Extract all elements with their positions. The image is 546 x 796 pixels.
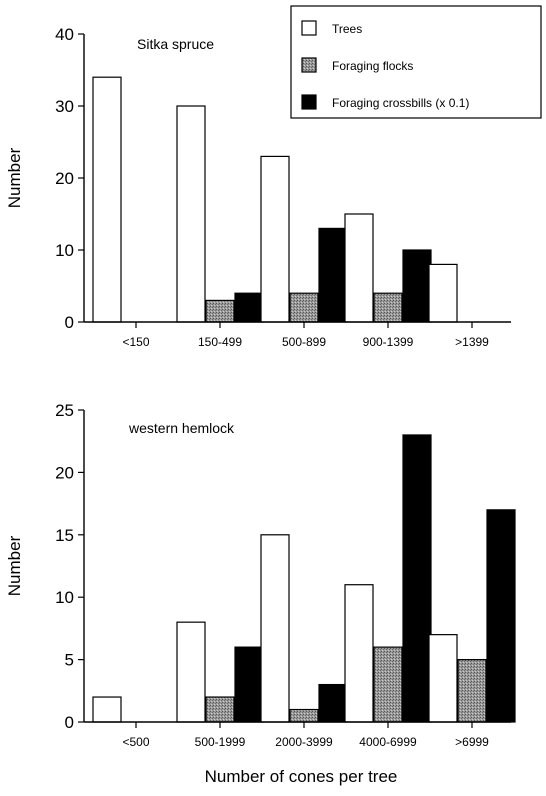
bar-crossbills-3: [402, 434, 432, 723]
y-tick-label: 40: [55, 25, 74, 44]
legend-box: [290, 5, 542, 119]
bar-trees-4: [428, 634, 458, 723]
bar-flocks-3: [373, 292, 403, 323]
panel-title: western hemlock: [128, 420, 235, 436]
bar-flocks-1: [205, 299, 235, 323]
x-tick-label: 4000-6999: [359, 735, 417, 749]
legend-swatch-crossbills: [301, 94, 317, 110]
legend: Trees Foraging flocks Foraging crossbill…: [290, 5, 542, 119]
y-tick-label: 10: [55, 241, 74, 260]
x-tick-label: 150-499: [198, 335, 242, 349]
x-tick-label: >6999: [455, 735, 489, 749]
bar-trees-0: [92, 76, 122, 323]
bar-crossbills-4: [486, 509, 516, 723]
panel-title: Sitka spruce: [137, 36, 214, 52]
y-tick-label: 0: [65, 713, 74, 732]
legend-label-crossbills: Foraging crossbills (x 0.1): [332, 96, 469, 110]
y-tick-label: 0: [65, 313, 74, 332]
bar-crossbills-1: [234, 646, 264, 723]
y-axis-title: Number: [5, 147, 24, 208]
y-tick-label: 5: [65, 651, 74, 670]
bar-flocks-3: [373, 646, 403, 723]
bar-trees-0: [92, 696, 122, 723]
bar-flocks-4: [457, 658, 487, 723]
y-tick-label: 10: [55, 588, 74, 607]
bar-trees-3: [344, 584, 374, 723]
sitka-spruce-chart: Sitka spruce Number <150 150-499 500-899 900-…: [5, 25, 511, 349]
bar-trees-1: [176, 621, 206, 723]
bar-trees-3: [344, 213, 374, 323]
bar-crossbills-2: [318, 683, 348, 723]
x-tick-label: 500-1999: [195, 735, 246, 749]
x-tick-label: <500: [122, 735, 149, 749]
x-tick-label: >1399: [455, 335, 489, 349]
bar-trees-2: [260, 155, 290, 323]
x-tick-label: 900-1399: [363, 335, 414, 349]
legend-swatch-flocks: [301, 57, 317, 73]
x-axis-title: Number of cones per tree: [205, 767, 398, 786]
legend-label-flocks: Foraging flocks: [332, 59, 413, 73]
legend-swatch-trees: [301, 20, 317, 36]
western-hemlock-chart: western hemlock Number <500 500-1999 2000-39…: [5, 401, 516, 749]
x-tick-label: 2000-3999: [275, 735, 333, 749]
bar-flocks-1: [205, 696, 235, 723]
x-tick-label: <150: [122, 335, 149, 349]
bar-crossbills-2: [318, 227, 348, 323]
legend-label-trees: Trees: [332, 22, 362, 36]
bar-flocks-2: [289, 292, 319, 323]
x-tick-label: 500-899: [282, 335, 326, 349]
y-tick-label: 15: [55, 526, 74, 545]
y-tick-label: 20: [55, 169, 74, 188]
y-tick-label: 25: [55, 401, 74, 420]
bar-crossbills-3: [402, 249, 432, 323]
y-tick-label: 30: [55, 97, 74, 116]
bar-trees-2: [260, 534, 290, 723]
bar-trees-1: [176, 105, 206, 323]
bar-flocks-2: [289, 708, 319, 723]
y-axis-title: Number: [5, 535, 24, 596]
bar-trees-4: [428, 263, 458, 323]
y-tick-label: 20: [55, 463, 74, 482]
bar-crossbills-1: [234, 292, 264, 323]
